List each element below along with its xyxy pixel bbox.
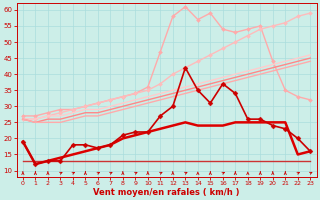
X-axis label: Vent moyen/en rafales ( km/h ): Vent moyen/en rafales ( km/h ) [93, 188, 240, 197]
